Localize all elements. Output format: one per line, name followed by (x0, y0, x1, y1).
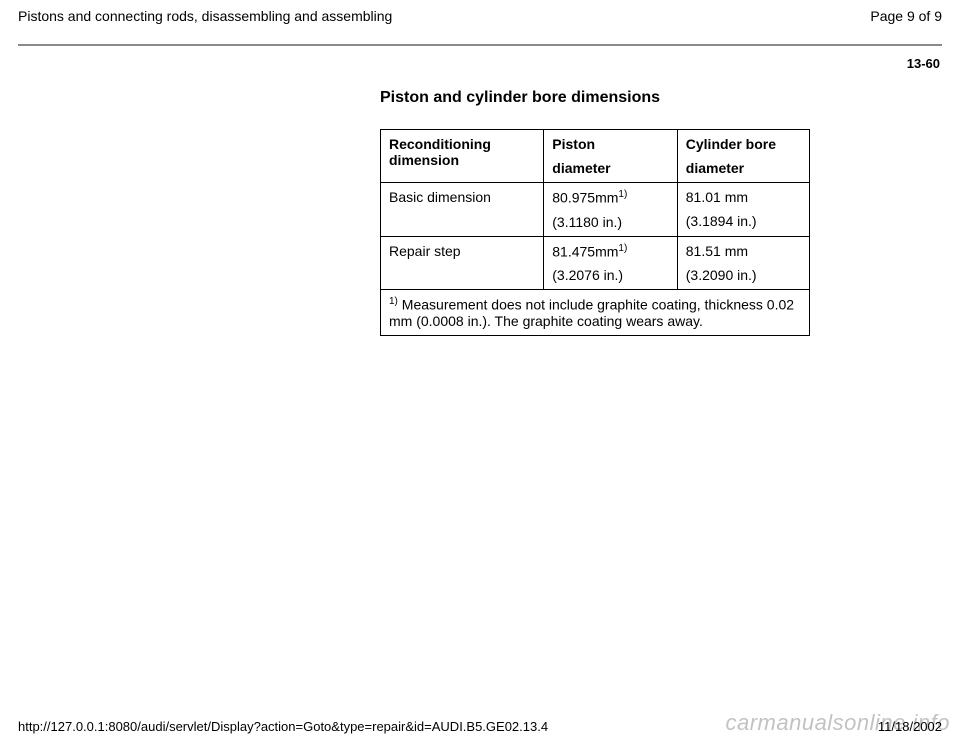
document-page: Pistons and connecting rods, disassembli… (0, 0, 960, 742)
cell-piston: 80.975mm1) (3.1180 in.) (544, 183, 678, 237)
cell-label: Basic dimension (381, 183, 544, 237)
footer-url: http://127.0.0.1:8080/audi/servlet/Displ… (18, 719, 548, 734)
cell-bore-mm: 81.01 mm (686, 189, 801, 205)
cell-bore-in: (3.1894 in.) (686, 213, 801, 229)
cell-bore: 81.01 mm (3.1894 in.) (677, 183, 809, 237)
table-row: Basic dimension 80.975mm1) (3.1180 in.) … (381, 183, 810, 237)
table-footnote-row: 1) Measurement does not include graphite… (381, 290, 810, 336)
page-footer: http://127.0.0.1:8080/audi/servlet/Displ… (18, 719, 942, 734)
cell-label: Repair step (381, 236, 544, 290)
cell-piston-in: (3.2076 in.) (552, 267, 669, 283)
cell-bore: 81.51 mm (3.2090 in.) (677, 236, 809, 290)
col-header-bore-l1: Cylinder bore (686, 136, 801, 152)
col-header-bore-l2: diameter (686, 160, 801, 176)
col-header-piston-l1: Piston (552, 136, 669, 152)
table-footnote-cell: 1) Measurement does not include graphite… (381, 290, 810, 336)
col-header-reconditioning: Reconditioning dimension (381, 130, 544, 183)
cell-bore-in: (3.2090 in.) (686, 267, 801, 283)
cell-piston-mm: 81.475mm (552, 243, 618, 259)
footnote-text: Measurement does not include graphite co… (389, 297, 794, 329)
content-area: Piston and cylinder bore dimensions Reco… (380, 89, 910, 336)
header-title: Pistons and connecting rods, disassembli… (18, 8, 392, 24)
cell-piston-sup: 1) (618, 189, 627, 200)
header-page-indicator: Page 9 of 9 (870, 8, 942, 24)
col-header-piston: Piston diameter (544, 130, 678, 183)
col-header-piston-l2: diameter (552, 160, 669, 176)
dimensions-table: Reconditioning dimension Piston diameter… (380, 129, 810, 336)
cell-piston-sup: 1) (618, 243, 627, 254)
cell-piston-mm: 80.975mm (552, 190, 618, 206)
cell-piston: 81.475mm1) (3.2076 in.) (544, 236, 678, 290)
section-number: 13-60 (0, 46, 960, 71)
footnote-sup: 1) (389, 296, 398, 307)
cell-bore-mm: 81.51 mm (686, 243, 801, 259)
col-header-bore: Cylinder bore diameter (677, 130, 809, 183)
table-row: Repair step 81.475mm1) (3.2076 in.) 81.5… (381, 236, 810, 290)
cell-piston-in: (3.1180 in.) (552, 214, 669, 230)
section-title: Piston and cylinder bore dimensions (380, 89, 910, 107)
page-header: Pistons and connecting rods, disassembli… (0, 0, 960, 30)
footer-date: 11/18/2002 (878, 719, 942, 734)
table-header-row: Reconditioning dimension Piston diameter… (381, 130, 810, 183)
